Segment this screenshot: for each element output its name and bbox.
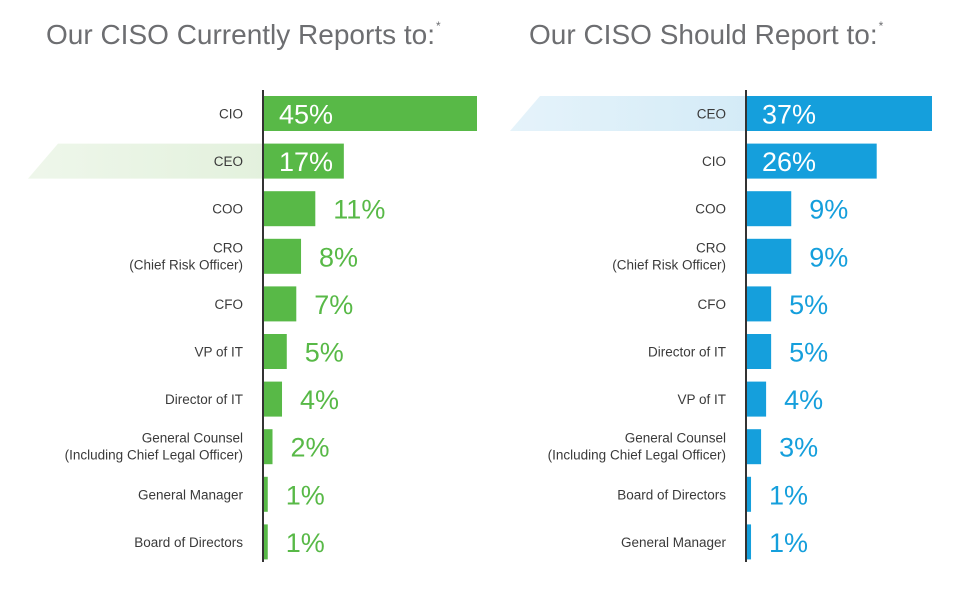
category-label: CEO	[214, 154, 243, 169]
category-label: Board of Directors	[617, 487, 726, 502]
bar	[263, 476, 268, 512]
value-label: 45%	[279, 100, 333, 130]
value-label: 2%	[291, 433, 330, 463]
value-label: 11%	[333, 195, 385, 225]
category-label: General Manager	[138, 487, 244, 502]
category-label-line: CRO	[696, 240, 726, 255]
category-label-line: (Chief Risk Officer)	[129, 257, 243, 272]
category-label: General Manager	[621, 535, 727, 550]
category-label: CRO (Chief Risk Officer)	[129, 240, 243, 272]
bar	[746, 524, 752, 560]
value-label: 5%	[789, 338, 828, 368]
title-footnote-mark: *	[436, 19, 441, 33]
value-label: 5%	[789, 290, 828, 320]
bar	[263, 191, 316, 227]
category-label: Director of IT	[648, 345, 726, 360]
bar	[263, 238, 302, 274]
value-label: 8%	[319, 242, 358, 272]
chart-panel-1: Our CISO Currently Reports to: * CIO 45% CEO…	[28, 19, 477, 562]
category-label: Board of Directors	[134, 535, 243, 550]
category-label: General Counsel (Including Chief Legal Of…	[548, 431, 726, 463]
highlight-band	[510, 96, 746, 131]
bar	[263, 286, 297, 322]
category-label: CRO (Chief Risk Officer)	[612, 240, 726, 272]
category-label: CEO	[697, 107, 726, 122]
chart-title: Our CISO Currently Reports to:	[46, 19, 435, 50]
bar	[746, 143, 877, 179]
category-label: CIO	[702, 154, 726, 169]
bar	[746, 286, 772, 322]
value-label: 37%	[762, 100, 816, 130]
bar	[263, 334, 287, 369]
bar	[746, 334, 772, 369]
bar	[746, 238, 792, 274]
category-label: CIO	[219, 107, 243, 122]
title-footnote-mark: *	[879, 19, 884, 33]
bar	[263, 524, 268, 560]
category-label: VP of IT	[194, 345, 243, 360]
value-label: 5%	[305, 338, 344, 368]
category-label: COO	[695, 202, 726, 217]
value-label: 1%	[286, 528, 325, 558]
value-label: 17%	[279, 147, 333, 177]
chart-title: Our CISO Should Report to:	[529, 19, 878, 50]
bar	[746, 429, 762, 465]
bar	[746, 96, 932, 131]
category-label-line: (Including Chief Legal Officer)	[65, 448, 243, 463]
category-label: COO	[212, 202, 243, 217]
category-label-line: General Counsel	[625, 431, 726, 446]
value-label: 1%	[286, 480, 325, 510]
category-label-line: (Chief Risk Officer)	[612, 257, 726, 272]
category-label: CFO	[698, 297, 727, 312]
bar	[263, 96, 477, 131]
value-label: 1%	[769, 528, 808, 558]
bar	[746, 191, 792, 227]
category-label-line: (Including Chief Legal Officer)	[548, 448, 726, 463]
bar	[746, 476, 752, 512]
value-label: 9%	[809, 195, 848, 225]
value-label: 4%	[784, 385, 823, 415]
category-label: Director of IT	[165, 392, 243, 407]
chart-panel-2: Our CISO Should Report to: * CEO 37% CIO 26% C…	[510, 19, 932, 562]
category-label: VP of IT	[677, 392, 726, 407]
category-label: General Counsel (Including Chief Legal Of…	[65, 431, 243, 463]
category-label-line: General Counsel	[142, 431, 243, 446]
value-label: 4%	[300, 385, 339, 415]
bar	[746, 381, 767, 417]
value-label: 26%	[762, 147, 816, 177]
category-label: CFO	[215, 297, 244, 312]
category-label-line: CRO	[213, 240, 243, 255]
value-label: 1%	[769, 480, 808, 510]
bar	[263, 429, 273, 465]
value-label: 9%	[809, 242, 848, 272]
bar	[263, 381, 283, 417]
highlight-band	[28, 143, 263, 179]
value-label: 3%	[779, 433, 818, 463]
value-label: 7%	[314, 290, 353, 320]
bar	[263, 143, 344, 179]
